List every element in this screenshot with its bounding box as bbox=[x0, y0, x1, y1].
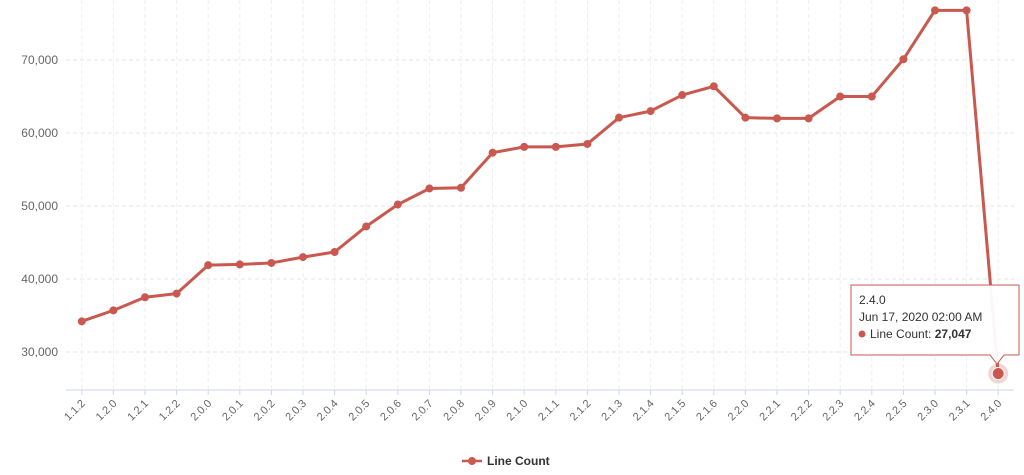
x-tick-label: 2.1.0 bbox=[505, 398, 531, 424]
data-point[interactable] bbox=[457, 183, 465, 192]
data-point[interactable] bbox=[836, 92, 845, 101]
tooltip-category: 2.4.0 bbox=[859, 293, 886, 307]
x-tick-label: 2.0.2 bbox=[252, 398, 278, 424]
x-tick-label: 2.3.1 bbox=[947, 398, 973, 424]
x-tick-label: 2.0.8 bbox=[441, 398, 467, 424]
data-point[interactable] bbox=[267, 258, 276, 267]
data-point[interactable] bbox=[330, 247, 339, 256]
x-tick-label: 2.0.1 bbox=[220, 398, 246, 424]
x-tick-label: 2.2.4 bbox=[852, 398, 878, 424]
data-point[interactable] bbox=[899, 55, 908, 64]
y-tick-label: 40,000 bbox=[21, 272, 58, 286]
x-tick-label: 2.1.2 bbox=[568, 398, 594, 424]
x-tick-label: 2.2.2 bbox=[789, 398, 815, 424]
x-tick-label: 2.0.0 bbox=[189, 398, 215, 424]
x-tick-label: 2.1.6 bbox=[694, 398, 720, 424]
data-point[interactable] bbox=[678, 91, 687, 100]
tooltip-series-name: Line Count bbox=[870, 327, 929, 341]
y-tick-label: 70,000 bbox=[21, 53, 58, 67]
data-point[interactable] bbox=[109, 306, 118, 315]
data-point[interactable] bbox=[299, 253, 307, 262]
tooltip-series-marker bbox=[858, 330, 866, 338]
data-point[interactable] bbox=[804, 114, 813, 123]
x-tick-label: 2.2.0 bbox=[726, 398, 752, 424]
y-tick-label: 60,000 bbox=[21, 126, 58, 140]
x-tick-label: 1.1.2 bbox=[62, 398, 88, 424]
x-tick-label: 2.0.7 bbox=[410, 398, 436, 424]
x-tick-label: 2.0.9 bbox=[473, 398, 499, 424]
y-tick-label: 50,000 bbox=[21, 199, 58, 213]
legend-line-count-label: Line Count bbox=[487, 454, 550, 468]
data-point[interactable] bbox=[141, 293, 149, 302]
data-point[interactable] bbox=[393, 200, 402, 209]
data-point[interactable] bbox=[172, 289, 181, 298]
x-tick-label: 1.2.1 bbox=[125, 398, 151, 424]
legend-line-count-swatch-marker bbox=[468, 457, 476, 465]
x-tick-label: 2.2.3 bbox=[821, 398, 847, 424]
data-point[interactable] bbox=[646, 107, 655, 116]
x-tick-label: 2.0.6 bbox=[378, 398, 404, 424]
y-tick-label: 30,000 bbox=[21, 345, 58, 359]
data-point[interactable] bbox=[709, 82, 718, 91]
data-point[interactable] bbox=[615, 113, 623, 122]
x-tick-label: 1.2.0 bbox=[94, 398, 120, 424]
series-line bbox=[80, 8, 1000, 376]
data-point[interactable] bbox=[362, 222, 371, 231]
x-tick-label: 2.1.1 bbox=[536, 398, 562, 424]
data-point[interactable] bbox=[520, 142, 529, 151]
tooltip-date: Jun 17, 2020 02:00 AM bbox=[859, 310, 982, 324]
data-point[interactable] bbox=[583, 139, 592, 148]
x-tick-label: 2.1.3 bbox=[599, 398, 625, 424]
data-point[interactable] bbox=[77, 317, 86, 326]
x-tick-label: 2.2.1 bbox=[757, 398, 783, 424]
series-line-count[interactable] bbox=[77, 6, 1009, 384]
data-point[interactable] bbox=[204, 261, 213, 270]
x-axis: 1.1.2 1.2.0 1.2.1 1.2.2 2.0.0 2.0.1 2.0.2 2.0.3… bbox=[62, 390, 1004, 423]
data-point[interactable] bbox=[931, 6, 939, 15]
x-tick-label: 2.3.0 bbox=[915, 398, 941, 424]
data-point[interactable] bbox=[867, 92, 876, 101]
data-point[interactable] bbox=[773, 114, 781, 123]
x-tick-label: 2.0.5 bbox=[347, 398, 373, 424]
x-tick-label: 2.4.0 bbox=[979, 398, 1005, 424]
data-point[interactable] bbox=[741, 113, 750, 122]
tooltip-series-text: Line Count: 27,047 bbox=[870, 327, 972, 341]
x-tick-label: 2.1.4 bbox=[631, 398, 657, 424]
x-tick-label: 2.0.3 bbox=[283, 398, 309, 424]
x-tick-label: 1.2.2 bbox=[157, 398, 183, 424]
data-point[interactable] bbox=[425, 184, 434, 193]
data-point[interactable] bbox=[551, 142, 560, 151]
data-point[interactable] bbox=[991, 367, 1005, 381]
y-axis: 30,000 40,000 50,000 60,000 70,000 bbox=[21, 53, 58, 359]
tooltip: 2.4.0 Jun 17, 2020 02:00 AM Line Count: … bbox=[850, 284, 1020, 365]
data-point[interactable] bbox=[962, 6, 971, 15]
grid-lines bbox=[66, 0, 1014, 390]
x-tick-label: 2.2.5 bbox=[884, 398, 910, 424]
x-tick-label: 2.0.4 bbox=[315, 398, 341, 424]
x-tick-label: 2.1.5 bbox=[663, 398, 689, 424]
data-point[interactable] bbox=[488, 148, 497, 157]
tooltip-value: 27,047 bbox=[935, 327, 972, 341]
tooltip-box bbox=[850, 284, 1020, 365]
legend[interactable]: Line Count bbox=[462, 454, 550, 468]
data-point[interactable] bbox=[235, 260, 244, 269]
